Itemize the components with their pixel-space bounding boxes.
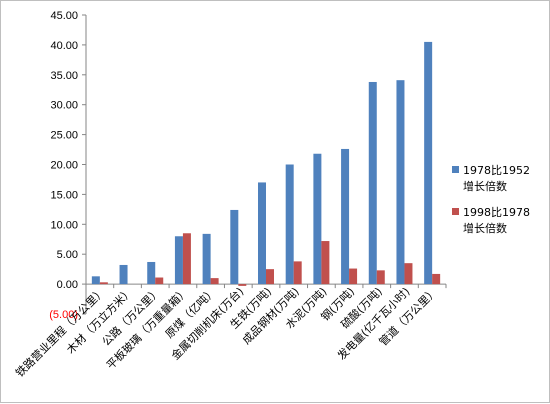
- y-tick-label: 5.00: [57, 249, 78, 261]
- y-tick-label: 35.00: [50, 70, 78, 82]
- bar: [404, 263, 413, 285]
- y-tick-label: (5.00): [49, 309, 78, 321]
- bar: [202, 233, 211, 285]
- bar: [238, 284, 247, 286]
- legend-label: 增长倍数: [463, 221, 507, 235]
- bars: [91, 41, 441, 286]
- y-tick-label: 40.00: [50, 40, 78, 52]
- y-tick-label: 45.00: [50, 10, 78, 22]
- bar: [210, 278, 219, 285]
- y-tick-labels: (5.00) 0.00 5.00 10.00 15.00 20.00 25.00 30.00 3…: [49, 10, 78, 321]
- category-labels: 铁路营业里程（万公里）木材（万立方米）公路（万公里）平板玻璃（万重量箱）原煤（亿…: [13, 284, 441, 379]
- legend-label: 增长倍数: [463, 179, 507, 193]
- legend-swatch: [452, 166, 459, 173]
- bar: [341, 148, 350, 285]
- bar: [182, 233, 191, 285]
- bar: [266, 269, 274, 285]
- y-tick-label: 0.00: [57, 279, 78, 291]
- bar: [258, 182, 266, 285]
- bar: [376, 270, 385, 285]
- bar: [293, 261, 302, 285]
- bar: [99, 282, 108, 285]
- bar: [91, 276, 100, 285]
- legend-swatch: [452, 208, 459, 215]
- bar: [230, 209, 239, 285]
- bar: [147, 261, 156, 285]
- bar: [349, 268, 358, 285]
- y-tick-label: 15.00: [50, 189, 78, 201]
- y-tick-label: 20.00: [50, 160, 78, 172]
- bar: [285, 164, 294, 285]
- legend-label: 1978比1952: [463, 164, 530, 177]
- y-tick-label: 25.00: [50, 130, 78, 142]
- y-tick-label: 10.00: [50, 219, 78, 231]
- legend: 1978比1952 增长倍数 1998比1978 增长倍数: [452, 164, 530, 235]
- bar: [313, 153, 322, 285]
- bar: [155, 277, 164, 285]
- bar: [119, 264, 128, 285]
- bar: [174, 236, 183, 285]
- axes: [82, 14, 447, 315]
- bar: [321, 241, 330, 285]
- bar: [368, 81, 377, 285]
- bar: [396, 80, 405, 285]
- bar: [424, 41, 433, 285]
- y-tick-label: 30.00: [50, 100, 78, 112]
- legend-label: 1998比1978: [463, 206, 530, 219]
- bar: [432, 273, 441, 285]
